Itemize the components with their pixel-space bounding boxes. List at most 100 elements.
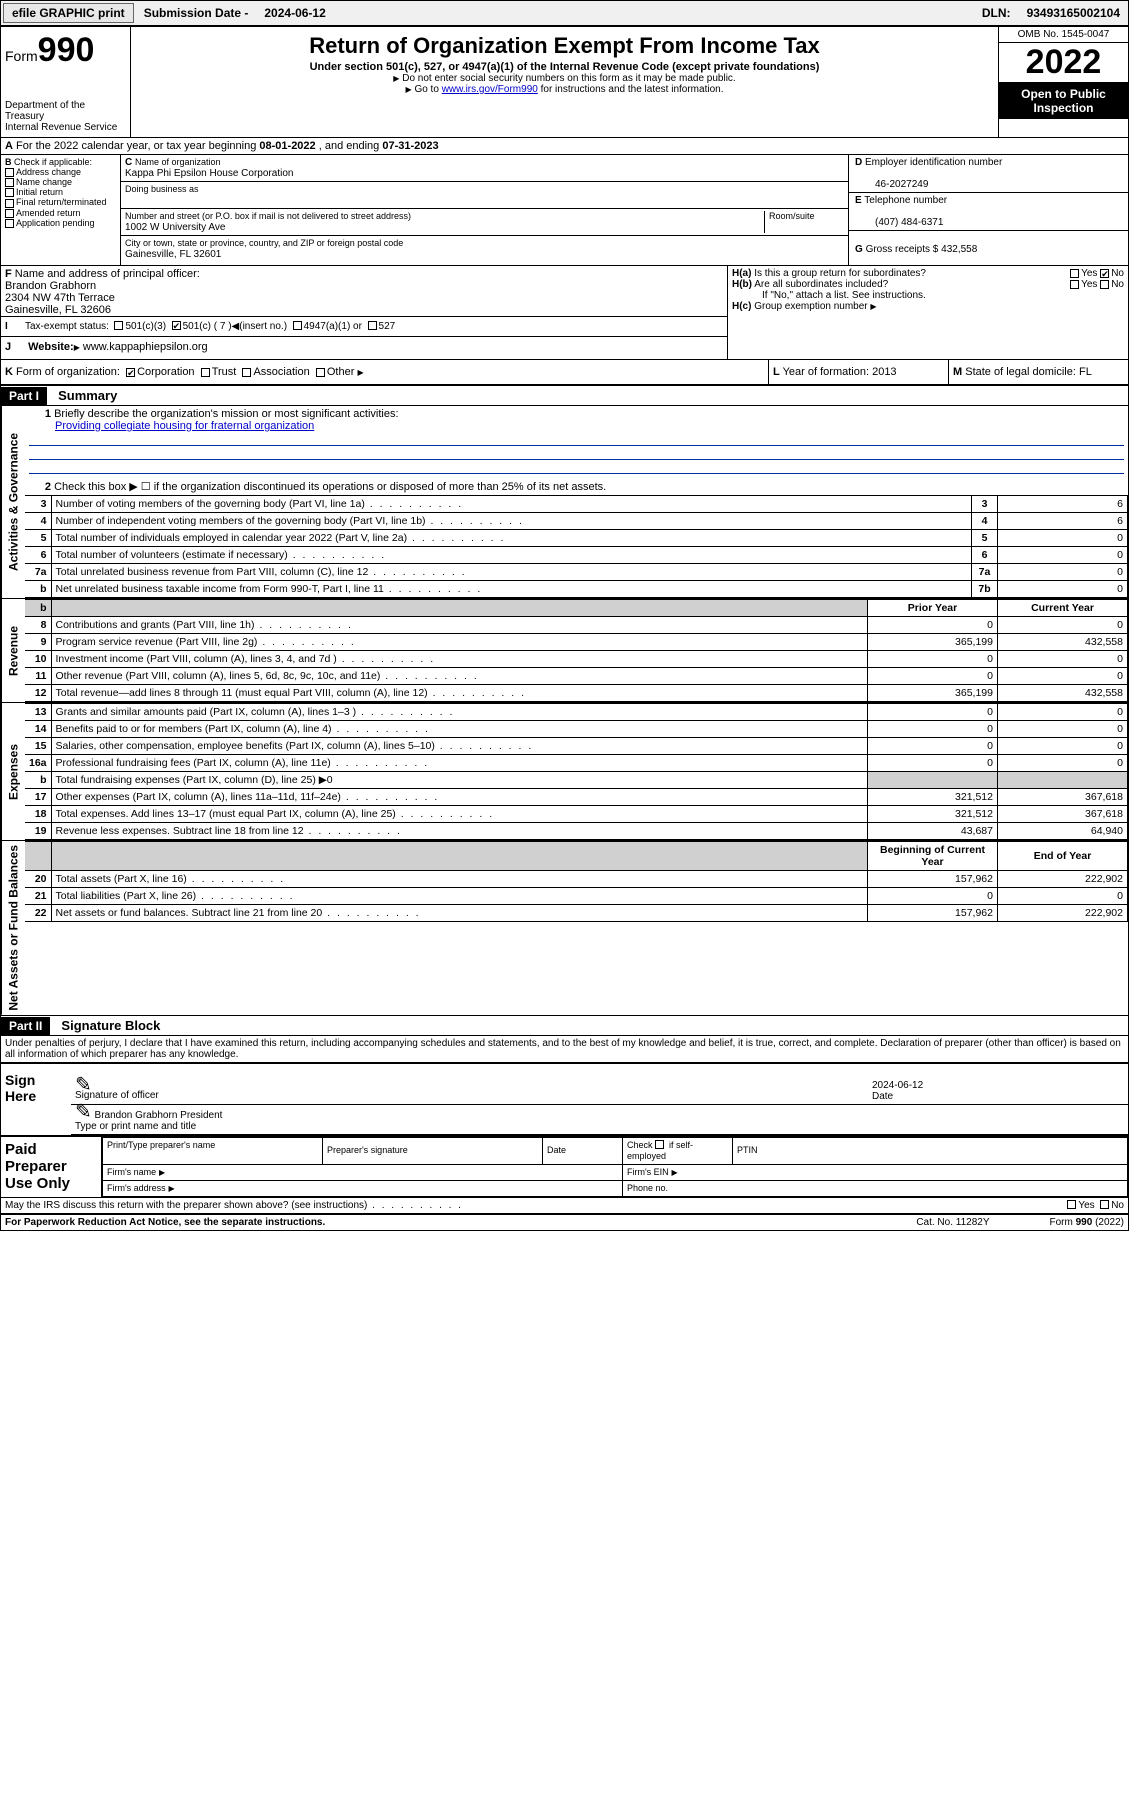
chk-501c[interactable] [172, 321, 181, 330]
hb-no: No [1111, 279, 1124, 290]
officer-addr1: 2304 NW 47th Terrace [5, 292, 115, 304]
chk-hb-yes[interactable] [1070, 280, 1079, 289]
line-a: A For the 2022 calendar year, or tax yea… [1, 138, 1128, 155]
chk-ha-no[interactable] [1100, 269, 1109, 278]
city-val: Gainesville, FL 32601 [125, 249, 221, 260]
prep-name-lbl: Print/Type preparer's name [107, 1140, 215, 1150]
chk-ha-yes[interactable] [1070, 269, 1079, 278]
form-title: Return of Organization Exempt From Incom… [135, 33, 994, 59]
chk-amended[interactable] [5, 209, 14, 218]
chk-hb-no[interactable] [1100, 280, 1109, 289]
opt-assoc: Association [253, 366, 309, 378]
opt-4947: 4947(a)(1) or [304, 321, 362, 332]
d-label: D [855, 157, 862, 168]
chk-initial[interactable] [5, 188, 14, 197]
section-deg: D Employer identification number 46-2027… [848, 155, 1128, 265]
irs-link[interactable]: www.irs.gov/Form990 [442, 84, 538, 95]
sig-officer-lbl: Signature of officer [75, 1090, 159, 1101]
g-label: G [855, 244, 863, 255]
part1-title: Summary [50, 386, 125, 405]
c-name-lbl: Name of organization [135, 157, 221, 167]
perjury-decl: Under penalties of perjury, I declare th… [1, 1036, 1128, 1062]
chk-selfemp[interactable] [655, 1140, 664, 1149]
rev-table: b Prior Year Current Year 8Contributions… [25, 599, 1128, 702]
chk-corp[interactable] [126, 368, 135, 377]
room-lbl: Room/suite [769, 211, 815, 221]
dln-label: DLN: [974, 4, 1019, 22]
a-label: A [5, 140, 13, 152]
ha-txt: Is this a group return for subordinates? [754, 268, 926, 279]
chk-other[interactable] [316, 368, 325, 377]
website-val: www.kappaphiepsilon.org [83, 341, 208, 353]
chk-4947[interactable] [293, 321, 302, 330]
mission-text: Providing collegiate housing for fratern… [29, 420, 314, 432]
chk-trust[interactable] [201, 368, 210, 377]
firm-name-lbl: Firm's name [107, 1167, 156, 1177]
a-end: 07-31-2023 [382, 140, 438, 152]
chk-discuss-no[interactable] [1100, 1200, 1109, 1209]
dba-lbl: Doing business as [125, 184, 199, 194]
ha-no: No [1111, 268, 1124, 279]
street-val: 1002 W University Ave [125, 222, 225, 233]
chk-527[interactable] [368, 321, 377, 330]
city-lbl: City or town, state or province, country… [125, 238, 403, 248]
firm-ein-lbl: Firm's EIN [627, 1167, 669, 1177]
chk-501c3[interactable] [114, 321, 123, 330]
chk-address-change[interactable] [5, 168, 14, 177]
form-header: Form990 Department of the Treasury Inter… [1, 27, 1128, 138]
hb-note: If "No," attach a list. See instructions… [732, 290, 1124, 301]
b-checkif: Check if applicable: [14, 157, 92, 167]
insert-no: (insert no.) [239, 321, 287, 332]
net-table: Beginning of Current Year End of Year 20… [25, 841, 1128, 922]
chk-discuss-yes[interactable] [1067, 1200, 1076, 1209]
ein-val: 46-2027249 [855, 179, 928, 190]
g-lbl: Gross receipts $ [866, 244, 939, 255]
phone-val: (407) 484-6371 [855, 217, 943, 228]
chk-pending[interactable] [5, 219, 14, 228]
c-label: C [125, 157, 132, 168]
sign-here-label: Sign Here [1, 1064, 71, 1135]
part2-header: Part II Signature Block [1, 1015, 1128, 1036]
form-number: 990 [38, 31, 95, 69]
officer-printed-lbl: Type or print name and title [75, 1121, 196, 1132]
form-subtitle: Under section 501(c), 527, or 4947(a)(1)… [135, 61, 994, 73]
m-val: FL [1079, 366, 1092, 378]
gross-val: 432,558 [941, 244, 977, 255]
selfemp-chk-lbl: Check [627, 1140, 653, 1150]
opt-527: 527 [379, 321, 396, 332]
chk-name-change[interactable] [5, 178, 14, 187]
side-netassets: Net Assets or Fund Balances [1, 841, 25, 1015]
chk-assoc[interactable] [242, 368, 251, 377]
opt-amended: Amended return [16, 208, 81, 218]
opt-name: Name change [16, 177, 72, 187]
line2-text: Check this box ▶ ☐ if the organization d… [54, 481, 606, 493]
section-b: B Check if applicable: Address change Na… [1, 155, 121, 265]
f-lbl: Name and address of principal officer: [15, 268, 200, 280]
officer-addr2: Gainesville, FL 32606 [5, 304, 111, 316]
k-label: K [5, 366, 13, 378]
sig-date: 2024-06-12 [872, 1080, 923, 1091]
hc-label: H(c) [732, 301, 751, 312]
firm-addr-lbl: Firm's address [107, 1183, 166, 1193]
opt-address: Address change [16, 167, 81, 177]
chk-final[interactable] [5, 199, 14, 208]
org-name: Kappa Phi Epsilon House Corporation [125, 168, 293, 179]
a-text2: , and ending [319, 140, 383, 152]
firm-phone-lbl: Phone no. [627, 1183, 668, 1193]
side-governance: Activities & Governance [1, 406, 25, 598]
m-label: M [953, 366, 962, 378]
exp-table: 13Grants and similar amounts paid (Part … [25, 703, 1128, 840]
part2-title: Signature Block [53, 1016, 168, 1035]
ha-label: H(a) [732, 268, 751, 279]
efile-print-button[interactable]: efile GRAPHIC print [3, 3, 134, 23]
opt-corp: Corporation [137, 366, 194, 378]
paid-preparer-block: Paid Preparer Use Only Print/Type prepar… [1, 1135, 1128, 1197]
m-lbl: State of legal domicile: [965, 366, 1076, 378]
sig-date-lbl: Date [872, 1091, 893, 1102]
prep-sig-lbl: Preparer's signature [327, 1145, 408, 1155]
goto-suffix: for instructions and the latest informat… [538, 84, 724, 95]
dept-line1: Department of the Treasury [5, 100, 126, 122]
dln: 93493165002104 [1019, 4, 1128, 22]
paid-title: Paid Preparer Use Only [1, 1137, 102, 1197]
line1-label: Briefly describe the organization's miss… [54, 408, 398, 420]
